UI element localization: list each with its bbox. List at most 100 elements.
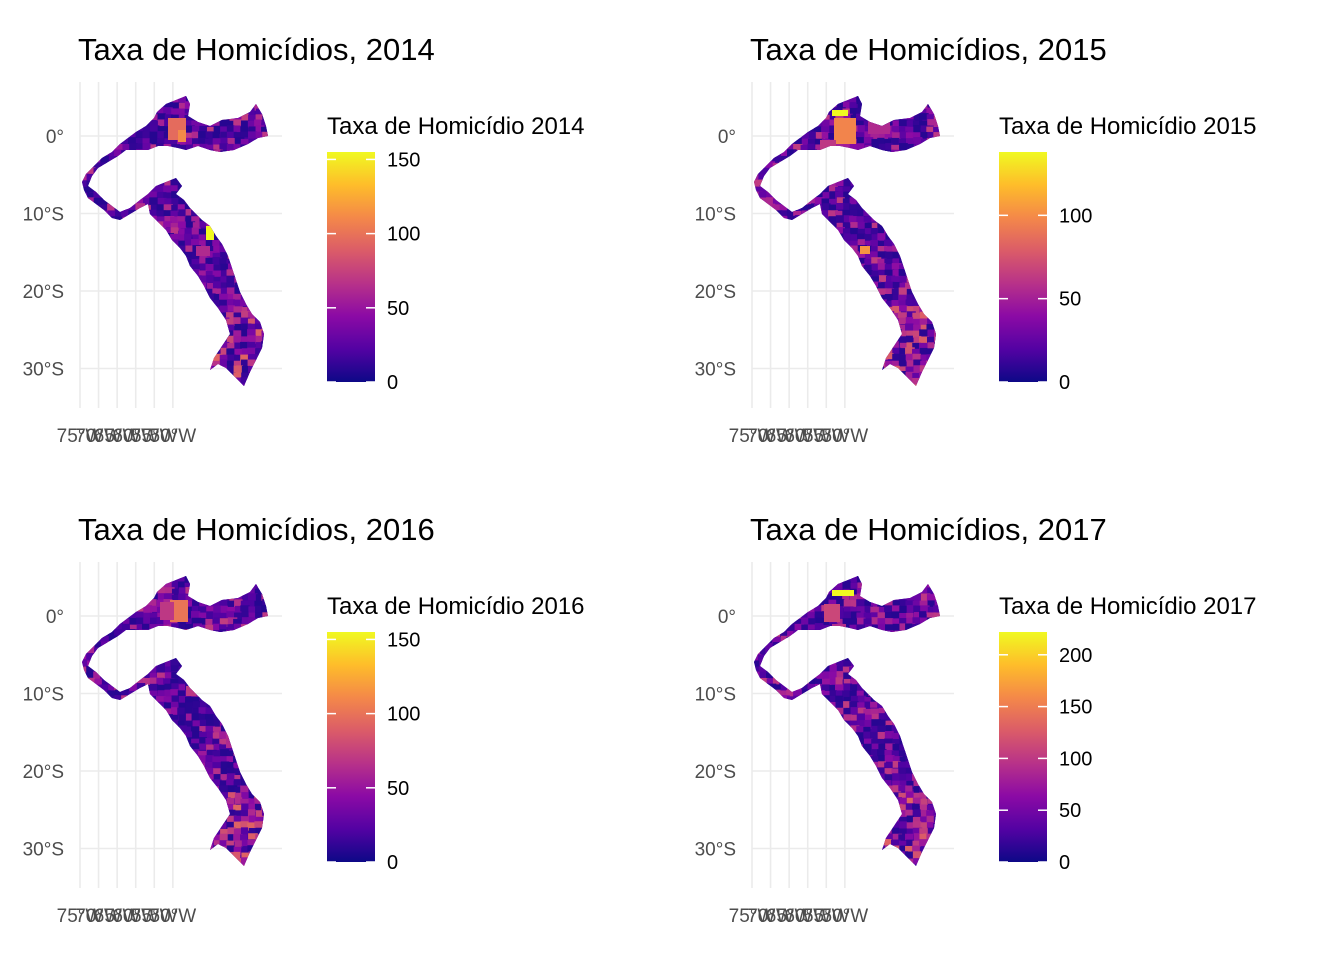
region xyxy=(226,324,234,333)
region xyxy=(270,762,279,769)
region xyxy=(754,330,762,337)
region xyxy=(941,263,951,271)
region xyxy=(164,857,173,866)
region xyxy=(205,804,215,813)
region xyxy=(870,324,880,333)
region xyxy=(864,108,874,116)
region xyxy=(143,300,152,308)
region xyxy=(82,797,88,804)
region xyxy=(87,618,97,626)
region xyxy=(919,198,930,205)
region xyxy=(240,696,249,706)
region xyxy=(899,155,907,163)
region xyxy=(766,192,774,200)
region xyxy=(801,648,810,656)
region xyxy=(926,185,935,194)
region xyxy=(184,660,193,670)
region xyxy=(892,102,902,109)
region xyxy=(262,311,268,321)
region xyxy=(254,263,264,272)
region xyxy=(773,138,784,147)
region xyxy=(219,299,228,308)
region xyxy=(758,251,768,260)
region xyxy=(942,348,950,357)
region xyxy=(100,587,111,595)
region xyxy=(754,222,761,229)
region xyxy=(170,102,180,109)
region xyxy=(863,630,871,639)
region xyxy=(898,324,906,334)
region xyxy=(942,253,951,261)
region xyxy=(828,629,839,636)
region xyxy=(248,251,256,261)
region xyxy=(143,852,152,862)
region xyxy=(192,821,202,830)
region xyxy=(254,281,264,289)
region xyxy=(86,354,96,361)
region xyxy=(927,389,936,397)
region xyxy=(101,822,111,830)
region xyxy=(758,282,768,291)
region xyxy=(192,581,201,590)
region xyxy=(794,203,802,210)
region xyxy=(164,354,174,361)
region xyxy=(163,342,173,350)
region xyxy=(836,659,845,667)
region xyxy=(261,863,268,866)
region xyxy=(269,180,276,187)
region xyxy=(808,293,818,301)
region xyxy=(170,365,178,374)
region xyxy=(814,588,824,597)
region xyxy=(786,234,796,242)
region xyxy=(240,264,249,271)
region xyxy=(754,179,761,187)
region xyxy=(240,377,249,386)
region xyxy=(807,143,815,151)
region xyxy=(247,779,255,787)
region xyxy=(108,366,118,374)
region xyxy=(261,293,268,301)
region xyxy=(815,264,825,272)
region xyxy=(884,330,894,337)
region xyxy=(906,149,916,158)
region xyxy=(933,96,940,105)
region xyxy=(877,390,886,399)
region xyxy=(86,215,95,224)
region xyxy=(156,737,166,747)
region xyxy=(101,342,109,352)
region xyxy=(766,678,777,685)
region xyxy=(82,173,89,182)
region xyxy=(219,785,229,795)
region xyxy=(220,593,229,601)
region xyxy=(233,732,241,740)
region xyxy=(178,804,188,813)
region xyxy=(912,239,921,248)
region xyxy=(885,311,895,318)
region xyxy=(129,707,140,716)
region xyxy=(856,203,865,210)
region xyxy=(247,294,258,301)
region xyxy=(108,234,116,243)
region xyxy=(212,233,222,242)
region xyxy=(270,827,280,835)
region xyxy=(248,162,259,169)
region xyxy=(759,311,770,319)
region xyxy=(82,576,88,583)
region xyxy=(143,306,154,315)
region xyxy=(941,186,950,193)
region xyxy=(185,666,195,676)
region xyxy=(779,335,788,345)
region xyxy=(892,642,902,650)
lat-tick-label: 0° xyxy=(46,607,64,628)
region xyxy=(270,347,278,354)
region xyxy=(192,786,202,795)
region xyxy=(822,671,832,680)
region xyxy=(828,288,838,296)
region xyxy=(164,215,175,223)
region xyxy=(234,599,243,609)
region xyxy=(107,791,115,801)
region xyxy=(261,96,268,105)
lon-tick-label: 65°W xyxy=(94,426,141,447)
region xyxy=(829,659,838,669)
region xyxy=(269,318,278,326)
